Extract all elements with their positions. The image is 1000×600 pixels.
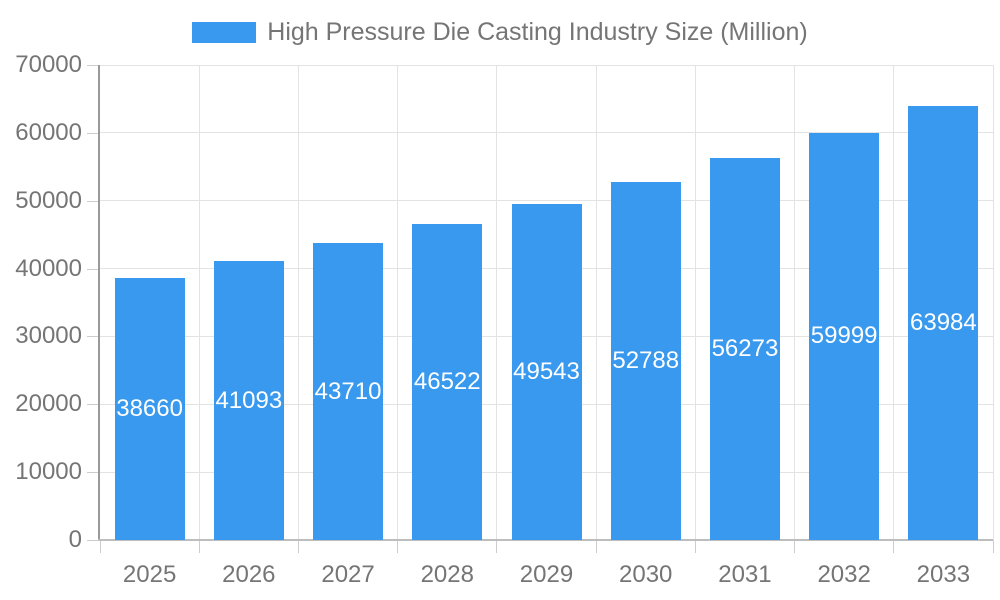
- x-axis-label: 2029: [519, 561, 574, 588]
- x-axis-label: 2033: [916, 561, 971, 588]
- y-axis-tick: [87, 472, 100, 474]
- y-gridline: [100, 200, 993, 202]
- y-axis-label: 70000: [15, 51, 82, 78]
- bar-value-label: 52788: [612, 346, 680, 374]
- x-gridline: [198, 65, 200, 540]
- x-axis-label: 2028: [420, 561, 474, 588]
- x-axis-tick: [893, 540, 895, 553]
- y-gridline: [100, 64, 993, 66]
- bar[interactable]: 59999: [809, 132, 880, 540]
- y-axis-tick: [87, 132, 100, 134]
- bar[interactable]: 63984: [908, 105, 979, 540]
- y-axis-tick: [87, 268, 100, 270]
- x-gridline: [992, 65, 994, 540]
- y-axis-tick: [87, 540, 100, 541]
- bar[interactable]: 52788: [610, 181, 681, 540]
- y-axis-label: 20000: [15, 390, 82, 418]
- bar-value-label: 49543: [513, 357, 580, 385]
- y-axis-label: 50000: [15, 186, 82, 214]
- bar[interactable]: 38660: [114, 277, 185, 540]
- y-axis-label: 30000: [15, 322, 82, 350]
- y-gridline: [100, 132, 993, 134]
- x-axis-label: 2032: [817, 561, 871, 588]
- bar[interactable]: 49543: [511, 203, 582, 540]
- x-axis-tick: [992, 540, 994, 553]
- x-gridline: [794, 65, 796, 540]
- y-axis-tick: [87, 65, 100, 66]
- y-axis-line: [98, 65, 100, 540]
- chart-legend[interactable]: High Pressure Die Casting Industry Size …: [0, 18, 1000, 47]
- x-gridline: [595, 65, 597, 540]
- y-axis-label: 0: [68, 526, 82, 553]
- x-axis-label: 2031: [718, 561, 772, 588]
- y-axis-tick: [87, 336, 100, 338]
- x-axis-label: 2030: [619, 561, 673, 588]
- x-gridline: [297, 65, 299, 540]
- bar[interactable]: 56273: [709, 158, 780, 540]
- x-axis-tick: [397, 540, 399, 553]
- x-gridline: [496, 65, 498, 540]
- bar-value-label: 38660: [116, 394, 183, 422]
- legend-swatch: [192, 22, 257, 43]
- x-axis-label: 2025: [122, 561, 177, 588]
- y-axis-label: 10000: [15, 458, 82, 486]
- x-axis-line: [98, 539, 993, 541]
- x-axis-label: 2026: [222, 561, 276, 588]
- x-axis-tick: [99, 540, 101, 553]
- bar-value-label: 43710: [314, 377, 382, 405]
- y-axis-tick: [87, 200, 100, 202]
- bar-value-label: 41093: [215, 386, 283, 414]
- x-axis-label: 2027: [321, 561, 375, 588]
- x-gridline: [397, 65, 399, 540]
- bar[interactable]: 43710: [313, 243, 384, 540]
- bar[interactable]: 41093: [213, 261, 284, 540]
- legend-label: High Pressure Die Casting Industry Size …: [267, 18, 808, 46]
- x-gridline: [694, 65, 696, 540]
- bar-value-label: 56273: [711, 335, 779, 363]
- bar[interactable]: 46522: [412, 224, 483, 540]
- x-gridline: [893, 65, 895, 540]
- y-axis-label: 40000: [15, 254, 82, 282]
- x-axis-tick: [198, 540, 200, 553]
- x-axis-tick: [496, 540, 498, 553]
- y-axis-tick: [87, 404, 100, 406]
- x-axis-tick: [297, 540, 299, 553]
- bar-value-label: 59999: [810, 322, 878, 350]
- bar-value-label: 63984: [910, 308, 977, 336]
- y-axis-label: 60000: [15, 118, 82, 146]
- x-axis-tick: [595, 540, 597, 553]
- x-axis-tick: [794, 540, 796, 553]
- x-axis-tick: [694, 540, 696, 553]
- bar-value-label: 46522: [413, 368, 481, 396]
